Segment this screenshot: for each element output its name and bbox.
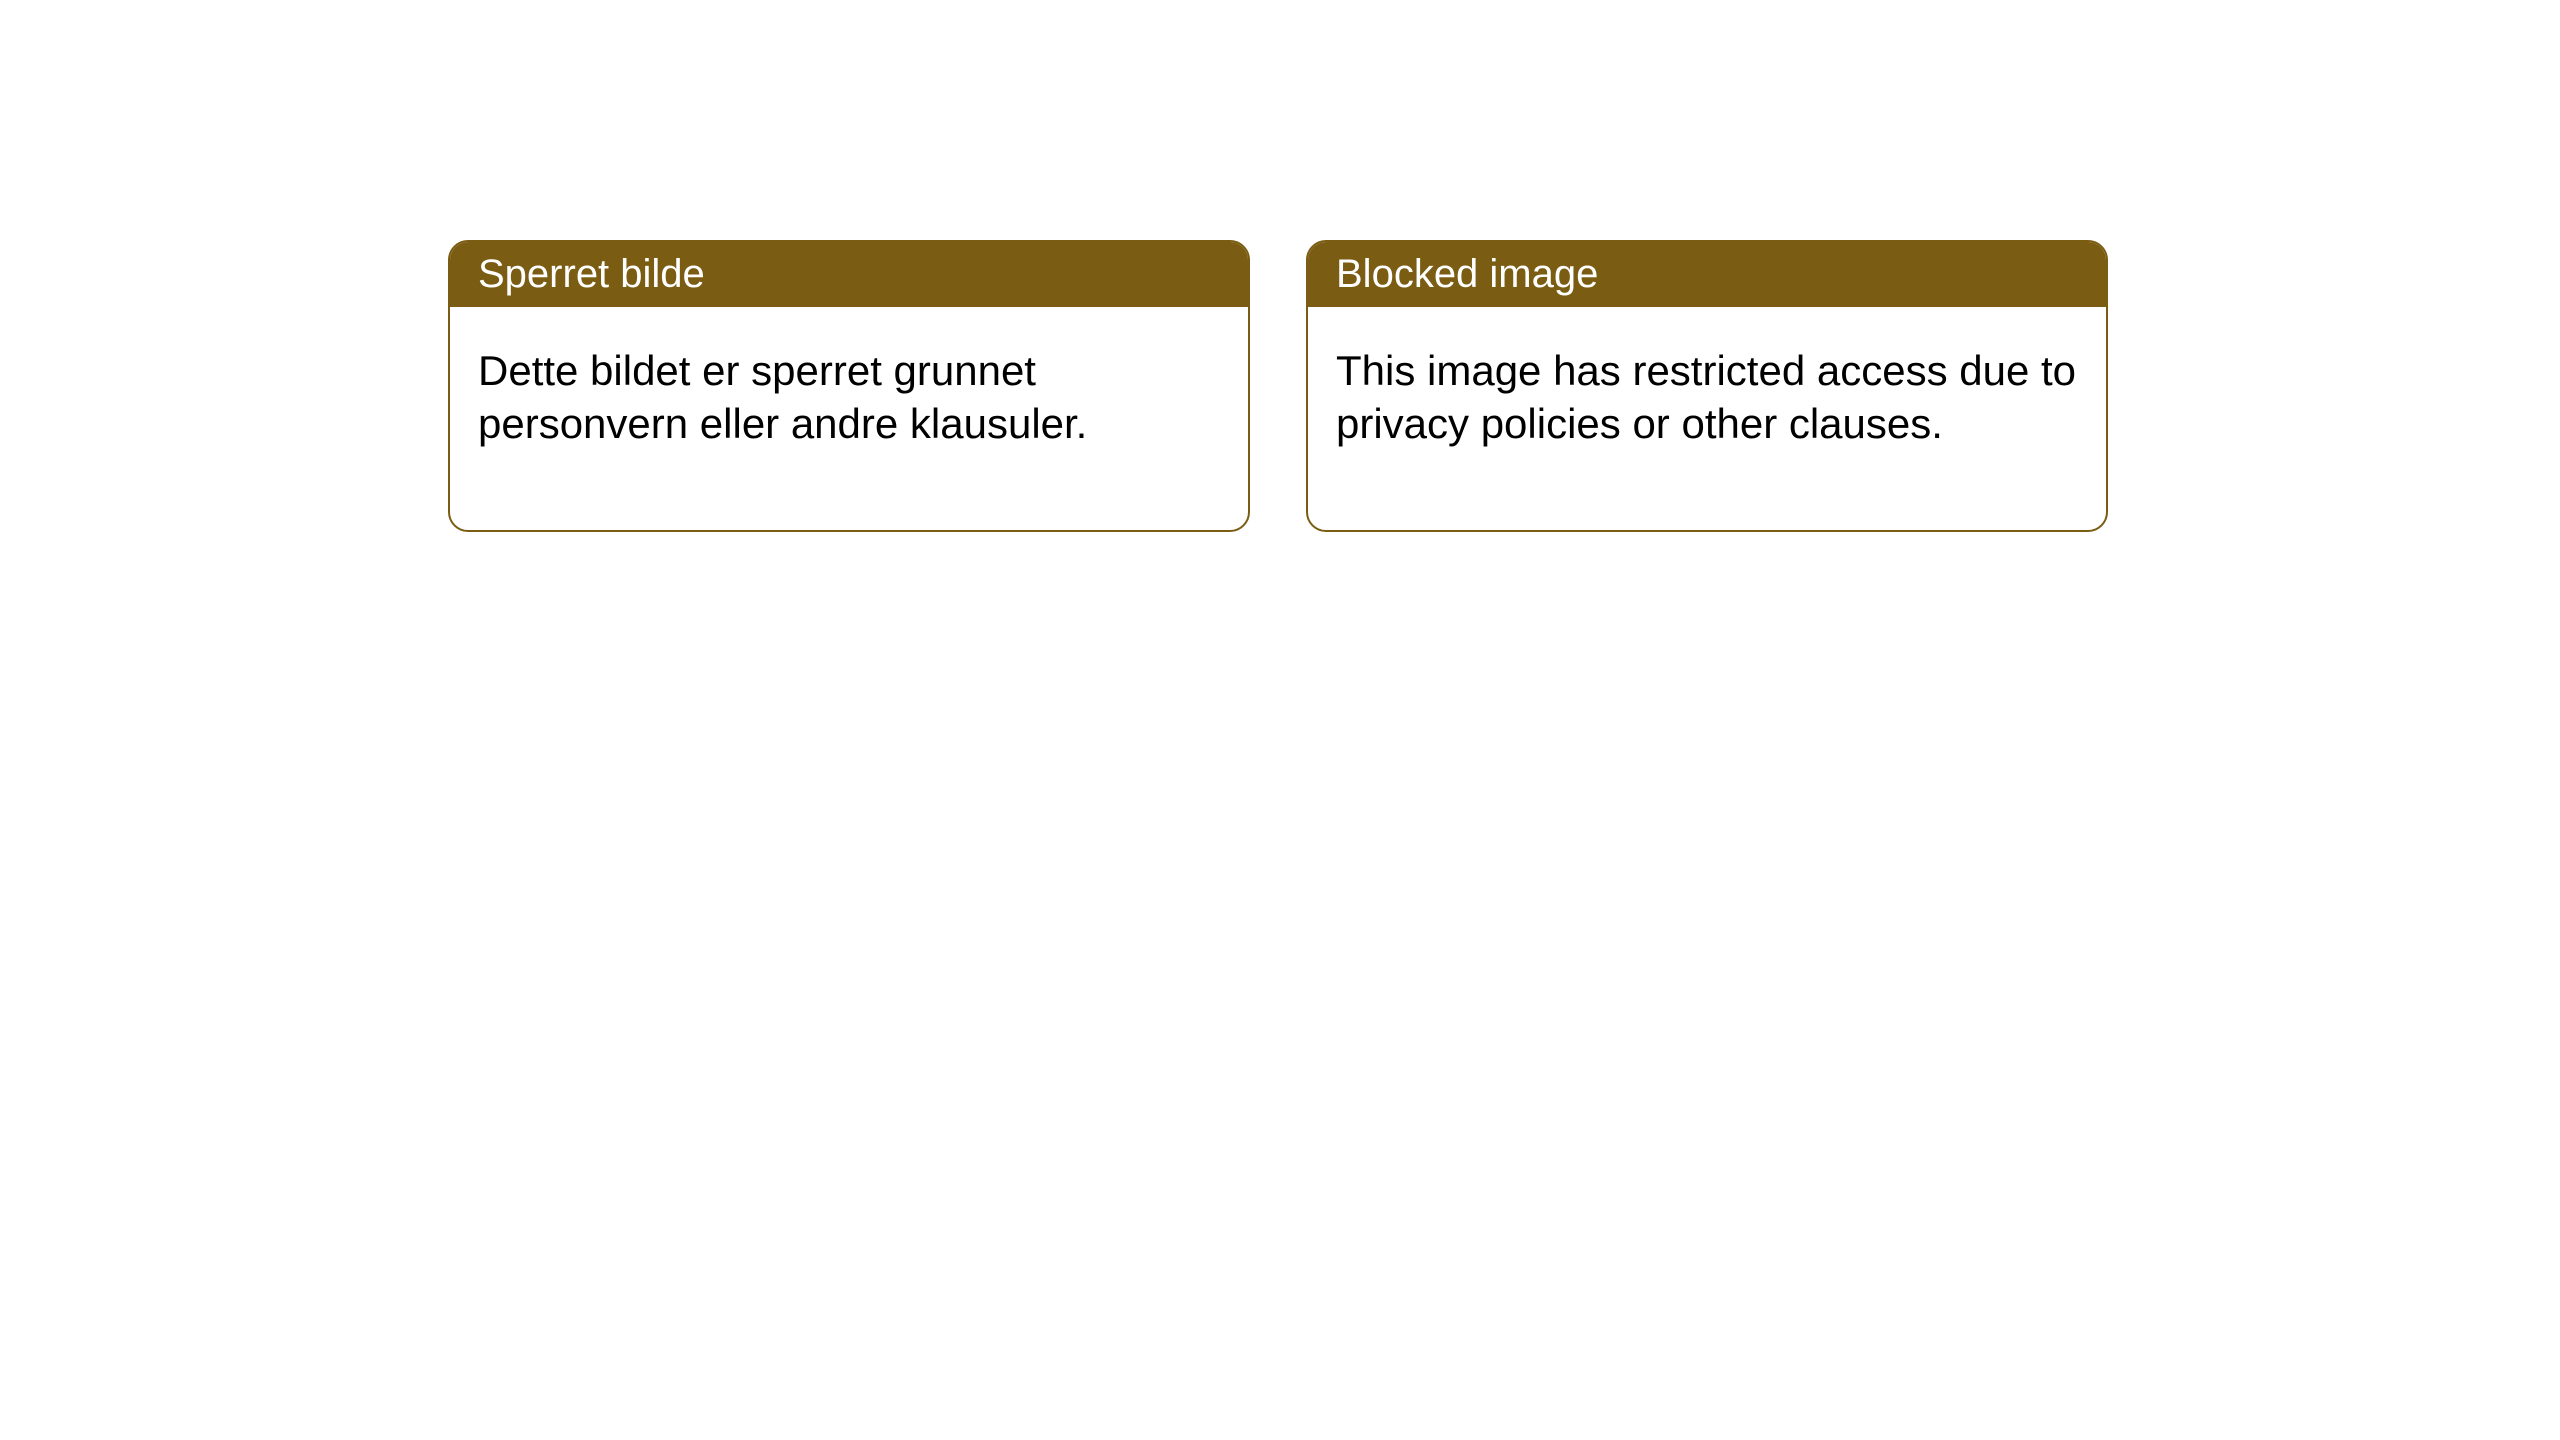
notice-card-norwegian: Sperret bilde Dette bildet er sperret gr… bbox=[448, 240, 1250, 532]
card-title: Blocked image bbox=[1336, 252, 1598, 296]
card-header: Sperret bilde bbox=[450, 242, 1248, 307]
card-body: This image has restricted access due to … bbox=[1308, 307, 2106, 530]
card-body: Dette bildet er sperret grunnet personve… bbox=[450, 307, 1248, 530]
card-body-text: Dette bildet er sperret grunnet personve… bbox=[478, 347, 1087, 447]
card-body-text: This image has restricted access due to … bbox=[1336, 347, 2076, 447]
card-title: Sperret bilde bbox=[478, 252, 705, 296]
card-header: Blocked image bbox=[1308, 242, 2106, 307]
notice-cards-container: Sperret bilde Dette bildet er sperret gr… bbox=[448, 240, 2108, 532]
notice-card-english: Blocked image This image has restricted … bbox=[1306, 240, 2108, 532]
